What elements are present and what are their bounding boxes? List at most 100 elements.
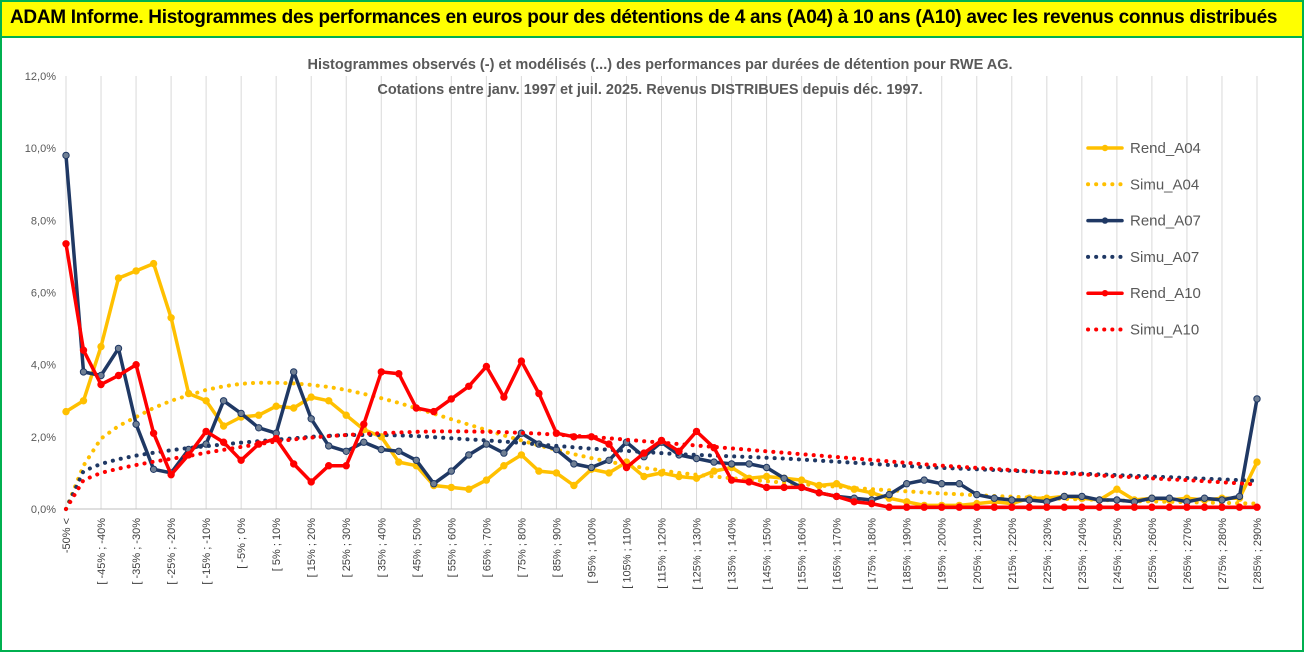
data-point-rend_a04: [255, 411, 263, 419]
data-point-rend_a07: [79, 368, 88, 376]
data-point-rend_a10: [482, 362, 491, 371]
data-point-rend_a07: [342, 447, 350, 455]
data-point-rend_a07: [1218, 496, 1226, 504]
data-point-rend_a10: [762, 483, 771, 492]
data-point-rend_a07: [1165, 494, 1174, 502]
data-point-rend_a04: [570, 481, 578, 490]
x-tick-label: [ 95% ; 100%: [586, 518, 598, 584]
data-point-rend_a10: [850, 498, 858, 506]
data-point-rend_a04: [114, 274, 123, 282]
data-point-rend_a10: [920, 503, 928, 511]
chart-title-line-2: Cotations entre janv. 1997 et juil. 2025…: [377, 82, 922, 98]
data-point-rend_a04: [290, 404, 298, 412]
data-point-rend_a10: [500, 393, 508, 401]
data-point-rend_a10: [517, 357, 526, 365]
data-point-rend_a10: [465, 382, 473, 390]
x-tick-label: [ 165% ; 170%: [832, 518, 844, 590]
series-line-simu_a10: [64, 429, 1259, 511]
data-point-rend_a07: [1025, 496, 1034, 504]
data-point-rend_a04: [62, 407, 70, 416]
data-point-rend_a10: [290, 460, 298, 468]
data-point-rend_a04: [517, 451, 526, 459]
legend: Rend_A04 Simu_A04 Rend_A07 Simu_A07 Rend_A10…: [1086, 140, 1201, 339]
x-tick-label: [ -25% ; -20%: [166, 518, 178, 585]
x-tick-label: [ 15% ; 20%: [306, 518, 318, 578]
data-point-rend_a07: [710, 458, 718, 466]
data-point-rend_a10: [307, 478, 315, 486]
data-point-rend_a04: [307, 393, 315, 401]
data-point-rend_a07: [780, 474, 788, 482]
data-point-rend_a04: [395, 458, 403, 466]
x-tick-label: [ 185% ; 190%: [902, 518, 914, 590]
x-tick-label: [ 25% ; 30%: [341, 518, 353, 578]
data-point-rend_a04: [447, 483, 455, 492]
data-point-rend_a07: [149, 465, 158, 473]
data-point-rend_a07: [307, 415, 315, 423]
data-point-rend_a07: [1078, 492, 1086, 501]
x-tick-label: [ 135% ; 140%: [727, 518, 739, 590]
report-banner: ADAM Informe. Histogrammes des performan…: [2, 2, 1302, 38]
data-point-rend_a10: [745, 478, 753, 486]
x-tick-label: [ 35% ; 40%: [376, 518, 388, 578]
x-tick-label: [ 215% ; 220%: [1007, 518, 1019, 590]
x-tick-label: [ 285% ; 290%: [1252, 518, 1264, 590]
data-point-rend_a10: [1060, 503, 1069, 511]
data-point-rend_a10: [272, 434, 280, 443]
data-point-rend_a10: [97, 380, 105, 389]
data-point-rend_a10: [132, 361, 140, 369]
data-point-rend_a04: [465, 485, 473, 493]
data-point-rend_a07: [377, 445, 385, 454]
data-point-rend_a04: [605, 469, 613, 477]
data-point-rend_a10: [797, 483, 806, 492]
data-point-rend_a10: [605, 440, 613, 448]
x-tick-label: [ 75% ; 80%: [516, 518, 528, 578]
y-tick-label: 2,0%: [31, 432, 56, 444]
data-point-rend_a07: [1060, 492, 1069, 501]
data-point-rend_a10: [237, 456, 245, 464]
data-point-rend_a10: [167, 471, 175, 479]
data-point-rend_a10: [219, 438, 228, 446]
x-tick-label: [ 225% ; 230%: [1042, 518, 1054, 590]
data-point-rend_a04: [535, 467, 543, 475]
legend-label: Simu_A07: [1130, 249, 1199, 266]
data-point-rend_a07: [360, 438, 368, 446]
x-tick-label: [ 125% ; 130%: [692, 518, 704, 590]
x-tick-label: [ -45% ; -40%: [96, 518, 108, 585]
y-tick-label: 0,0%: [31, 504, 56, 516]
data-point-rend_a04: [832, 480, 841, 488]
data-point-rend_a10: [1148, 503, 1156, 511]
data-point-rend_a10: [1165, 503, 1174, 511]
report-title: ADAM Informe. Histogrammes des performan…: [10, 7, 1278, 28]
x-tick-label: [ 55% ; 60%: [446, 518, 458, 578]
chart-title-line-1: Histogrammes observés (-) et modélisés (…: [307, 57, 1012, 73]
data-point-rend_a10: [973, 503, 981, 511]
data-point-rend_a04: [640, 472, 648, 481]
x-tick-label: [ 255% ; 260%: [1147, 518, 1159, 590]
data-point-rend_a07: [447, 467, 455, 475]
data-point-rend_a10: [1235, 503, 1244, 511]
data-point-rend_a10: [1130, 503, 1139, 511]
data-point-rend_a07: [973, 490, 981, 499]
data-point-rend_a10: [727, 476, 736, 484]
x-tick-label: [ 115% ; 120%: [657, 518, 669, 589]
data-point-rend_a07: [1113, 496, 1121, 504]
data-point-rend_a04: [710, 467, 718, 475]
data-point-rend_a10: [395, 370, 403, 378]
chart-title: Histogrammes observés (-) et modélisés (…: [307, 57, 1012, 98]
data-point-rend_a07: [219, 397, 228, 405]
data-point-rend_a10: [1200, 503, 1209, 511]
data-point-rend_a07: [237, 409, 245, 418]
data-point-rend_a10: [202, 427, 210, 436]
data-point-rend_a10: [377, 368, 385, 376]
data-point-rend_a10: [780, 483, 788, 492]
data-point-rend_a10: [447, 395, 455, 403]
y-tick-label: 8,0%: [31, 215, 56, 227]
data-point-rend_a07: [1148, 494, 1156, 502]
data-point-rend_a07: [745, 460, 753, 468]
legend-label: Simu_A10: [1130, 322, 1199, 339]
data-point-rend_a10: [938, 503, 946, 511]
data-point-rend_a07: [482, 440, 491, 448]
data-point-rend_a10: [1113, 503, 1121, 511]
legend-marker: [1101, 290, 1109, 297]
